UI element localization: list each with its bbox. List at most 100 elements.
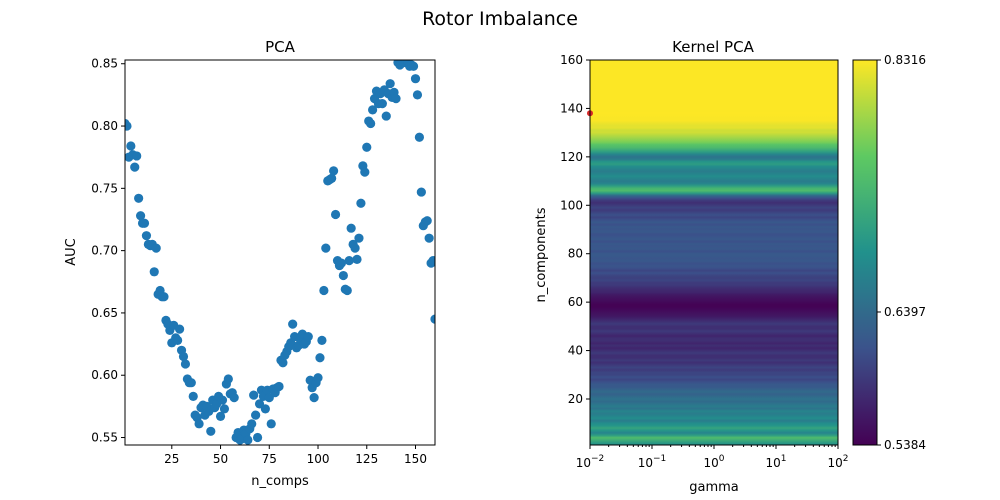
colorbar-tick-label: 0.5384 [884,438,926,452]
scatter-point [252,432,263,443]
scatter-point [424,233,434,243]
scatter-point [362,142,372,152]
scatter-point [135,211,146,221]
scatter-point [266,419,276,429]
kpca-title: Kernel PCA [672,38,754,56]
scatter-point [416,187,426,197]
scatter-point [360,167,370,177]
x-tick-label: 100 [307,452,330,466]
scatter-point [194,419,204,429]
y-tick-label: 100 [560,198,583,212]
y-tick-label: 40 [568,344,583,358]
colorbar [852,59,878,446]
scatter-point [315,353,325,363]
scatter-point [219,404,230,414]
scatter-point [151,243,161,253]
scatter-point [356,198,366,208]
scatter-point [408,61,419,71]
scatter-point [141,231,152,241]
y-tick-label: 0.75 [91,181,118,195]
x-tick-label: 50 [213,452,228,466]
scatter-point [243,435,253,445]
scatter-point [126,141,136,151]
scatter-point [249,390,259,400]
y-tick-label: 20 [568,392,583,406]
x-tick-label: 150 [404,452,427,466]
y-tick-label: 0.55 [91,431,118,445]
pca-axes-frame [124,59,436,446]
x-tick-label: 75 [262,452,277,466]
scatter-point [366,118,376,129]
scatter-point [132,151,142,161]
y-tick-label: 120 [560,150,583,164]
x-tick-label: 101 [765,454,786,470]
scatter-point [430,314,435,324]
scatter-point [134,193,144,203]
scatter-point [330,209,341,220]
scatter-point [251,410,261,420]
y-tick-label: 0.80 [91,119,118,133]
y-tick-label: 0.65 [91,306,118,320]
scatter-point [178,351,189,362]
scatter-point [327,173,337,183]
scatter-point [346,223,356,233]
scatter-point [350,243,360,253]
x-tick-label: 25 [164,452,179,466]
scatter-point [217,395,228,405]
scatter-point [139,218,150,228]
scatter-point [385,79,395,89]
x-tick-label: 100 [703,454,724,470]
scatter-point [381,111,391,121]
pca-chart: PCA 25 50 75 100 125 150 0.55 0.60 0.65 0.70 0.75… [64,38,436,489]
kpca-heatmap [590,60,838,445]
scatter-point [125,121,132,131]
kpca-x-ticks: 10−2 10−1 100 101 102 [576,445,849,470]
x-tick-label: 102 [827,454,848,470]
scatter-point [377,99,387,109]
kpca-chart: Kernel PCA 10−2 10−1 100 101 102 20 40 60 80 100… [534,38,926,495]
scatter-point [159,292,169,302]
scatter-point [329,166,339,176]
scatter-point [247,419,257,429]
scatter-point [278,358,288,368]
scatter-point [223,374,233,384]
scatter-point [229,393,239,403]
scatter-point [321,243,331,253]
scatter-point [288,319,298,329]
scatter-point [309,393,319,403]
scatter-point [422,216,432,226]
colorbar-ticks: 0.5384 0.6397 0.8316 [877,53,926,452]
colorbar-tick-label: 0.8316 [884,53,926,67]
scatter-point [317,335,327,345]
scatter-point [342,285,352,296]
scatter-point [180,359,191,369]
x-tick-label: 10−2 [576,454,605,470]
pca-x-label: n_comps [251,474,309,489]
scatter-point [354,233,364,243]
scatter-point [188,391,198,402]
scatter-point [368,105,378,115]
scatter-point [149,267,159,277]
scatter-point [313,373,323,383]
kpca-x-label: gamma [689,480,739,495]
kpca-y-ticks: 20 40 60 80 100 120 140 160 [560,53,590,406]
figure-title: Rotor Imbalance [422,8,578,30]
scatter-point [344,255,354,266]
scatter-point [303,332,313,342]
scatter-point [338,270,348,281]
y-tick-label: 0.60 [91,368,118,382]
scatter-point [260,404,270,414]
kpca-y-label: n_components [534,207,549,302]
x-tick-label: 125 [355,452,378,466]
y-tick-label: 0.85 [91,57,118,71]
scatter-point [173,335,183,345]
scatter-point [414,132,425,142]
scatter-point [215,411,226,421]
scatter-point [336,258,347,268]
pca-y-ticks: 0.55 0.60 0.65 0.70 0.75 0.80 0.85 [91,57,125,445]
colorbar-tick-label: 0.6397 [884,305,926,319]
pca-x-ticks: 25 50 75 100 125 150 [164,445,427,466]
scatter-point [274,381,284,392]
scatter-point [174,324,185,334]
